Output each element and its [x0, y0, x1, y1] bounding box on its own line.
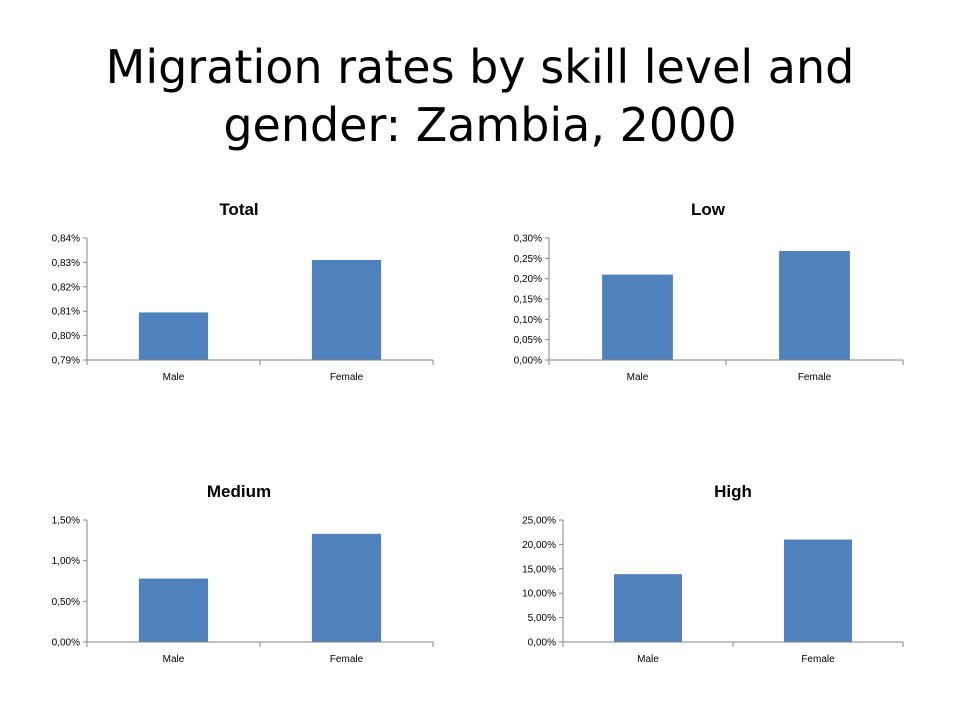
chart-low: Low 0,00% 0,05% 0,10% 0,15% 0,20% 0,25% 0,30% Ma…: [514, 200, 904, 383]
high-chart-title: High: [714, 482, 752, 501]
chart-high: High 0,00% 5,00% 10,00% 15,00% 20,00% 25,00% Ma…: [522, 482, 904, 665]
medium-y-tick-label: 0,50%: [52, 597, 80, 608]
low-y-tick-label: 0,20%: [514, 274, 542, 285]
medium-y-tick-label: 0,00%: [52, 638, 80, 649]
medium-bar-male: [138, 578, 209, 642]
low-y-tick-label: 0,30%: [514, 234, 542, 245]
total-y-tick-label: 0,81%: [52, 307, 80, 318]
low-x-tick-label: Female: [798, 372, 832, 383]
slide-title-line-2: gender: Zambia, 2000: [223, 98, 737, 152]
total-y-tick-label: 0,79%: [52, 356, 80, 367]
total-y-tick-label: 0,83%: [52, 258, 80, 269]
low-x-tick-label: Male: [627, 372, 649, 383]
low-chart-title: Low: [691, 200, 726, 219]
medium-y-tick-label: 1,00%: [52, 556, 80, 567]
high-bar-male: [614, 574, 682, 642]
total-bar-male: [138, 312, 209, 360]
total-chart-title: Total: [219, 200, 258, 219]
chart-total: Total 0,79% 0,80% 0,81% 0,82% 0,83% 0,84% Male F…: [52, 200, 434, 383]
low-y-tick-label: 0,00%: [514, 356, 542, 367]
low-y-tick-label: 0,05%: [514, 335, 542, 346]
high-y-tick-label: 20,00%: [522, 540, 556, 551]
low-bar-female: [779, 251, 850, 360]
total-x-tick-label: Male: [163, 372, 185, 383]
total-y-tick-label: 0,82%: [52, 282, 80, 293]
medium-bar-female: [311, 533, 382, 642]
high-y-tick-label: 15,00%: [522, 564, 556, 575]
low-y-tick-label: 0,15%: [514, 295, 542, 306]
high-y-tick-label: 10,00%: [522, 589, 556, 600]
low-bar-male: [602, 274, 673, 360]
high-bar-female: [784, 539, 852, 642]
high-x-tick-label: Female: [801, 654, 835, 665]
high-y-tick-label: 0,00%: [528, 638, 556, 649]
total-bar-female: [311, 259, 382, 360]
total-y-tick-label: 0,80%: [52, 331, 80, 342]
total-x-tick-label: Female: [330, 372, 364, 383]
high-y-tick-label: 5,00%: [528, 613, 556, 624]
total-y-tick-label: 0,84%: [52, 234, 80, 245]
high-x-tick-label: Male: [637, 654, 659, 665]
high-y-tick-label: 25,00%: [522, 516, 556, 527]
medium-x-tick-label: Female: [330, 654, 364, 665]
chart-medium: Medium 0,00% 0,50% 1,00% 1,50% Male Female: [52, 482, 434, 665]
low-y-tick-label: 0,25%: [514, 254, 542, 265]
slide-title: Migration rates by skill level and gende…: [0, 38, 960, 154]
slide-title-line-1: Migration rates by skill level and: [105, 40, 855, 94]
medium-y-tick-label: 1,50%: [52, 516, 80, 527]
medium-chart-title: Medium: [207, 482, 271, 501]
medium-x-tick-label: Male: [163, 654, 185, 665]
low-y-tick-label: 0,10%: [514, 315, 542, 326]
